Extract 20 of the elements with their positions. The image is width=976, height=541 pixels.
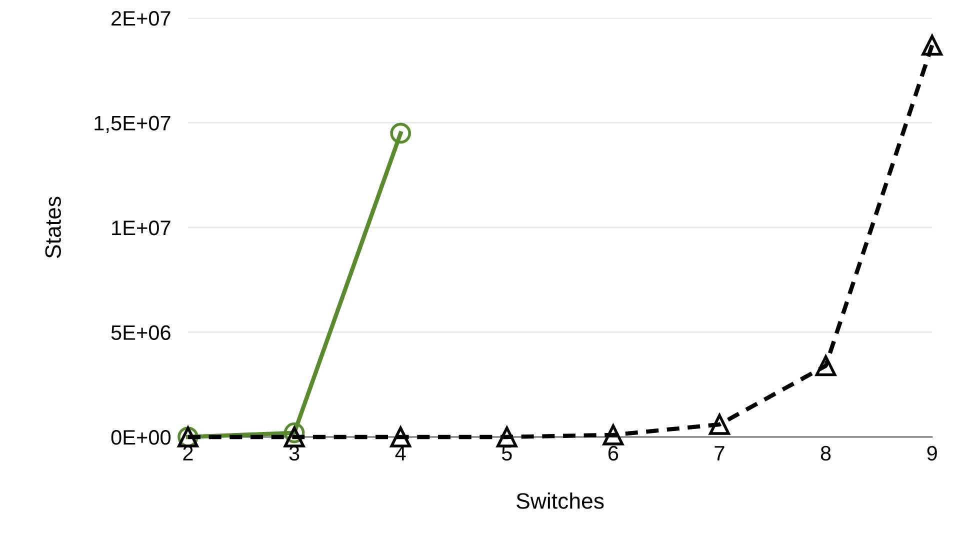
point <box>815 355 836 376</box>
x-tick-label: 7 <box>714 446 724 460</box>
point <box>709 414 730 435</box>
point <box>284 426 305 448</box>
y-tick-label: 1E+07 <box>112 220 170 236</box>
x-tick-label: 6 <box>608 446 618 461</box>
y-tick-label: 5E+06 <box>111 325 170 340</box>
y-tick-label: 0E+00 <box>111 430 171 445</box>
y-axis-title: States <box>45 196 61 258</box>
point <box>922 34 942 56</box>
y-tick-label: 1,5E+07 <box>94 116 170 133</box>
x-tick-label: 8 <box>820 446 831 461</box>
x-axis-title: Switches <box>516 492 604 509</box>
x-tick-label: 4 <box>395 446 406 460</box>
x-tick-label: 9 <box>927 446 937 461</box>
point <box>602 424 624 446</box>
point <box>390 426 412 448</box>
y-tick-label: 2E+07 <box>112 11 170 26</box>
point <box>390 122 412 144</box>
point <box>496 426 518 448</box>
